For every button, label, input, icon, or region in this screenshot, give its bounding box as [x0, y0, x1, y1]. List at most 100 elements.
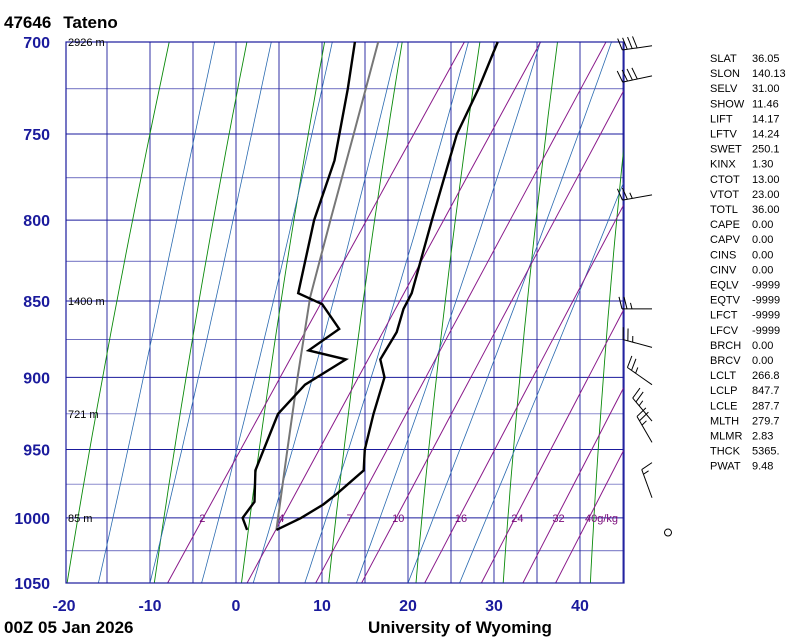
- wind-barb-flag: [616, 70, 624, 83]
- wind-barb-half: [643, 470, 649, 475]
- temperature-label: 0: [232, 598, 241, 615]
- temperature-label: -20: [52, 598, 75, 615]
- mixing-ratio-label: 40g/kg: [585, 513, 618, 525]
- wind-barb: [627, 367, 653, 386]
- wind-barb-flag: [623, 296, 628, 310]
- wind-barb-flag: [626, 68, 633, 81]
- mixing-ratio-line: [315, 42, 607, 583]
- pressure-label-1050: 1050: [14, 576, 50, 593]
- index-value: -9999: [752, 325, 780, 337]
- index-value: 14.17: [752, 113, 780, 125]
- index-key: CTOT: [710, 174, 740, 186]
- wind-barb-flag: [636, 407, 647, 417]
- wind-barb-flag: [617, 38, 623, 51]
- pressure-label-700: 700: [23, 35, 50, 52]
- index-key: LCLP: [710, 385, 738, 397]
- pressure-label-1000: 1000: [14, 511, 50, 528]
- index-key: CAPV: [710, 234, 741, 246]
- dry-adiabat-280: [328, 42, 403, 583]
- index-key: BRCH: [710, 340, 741, 352]
- index-key: PWAT: [710, 461, 741, 473]
- dry-adiabat-290: [415, 42, 481, 583]
- moist-adiabat: [201, 42, 333, 583]
- index-value: 5365.: [752, 446, 780, 458]
- index-value: 9.48: [752, 461, 773, 473]
- wind-barb-flag: [626, 355, 633, 368]
- wind-barb-half: [635, 367, 639, 374]
- index-key: LIFT: [710, 113, 733, 125]
- wind-barb-half: [641, 420, 647, 426]
- mixing-ratio-line: [167, 42, 465, 583]
- index-value: -9999: [752, 295, 780, 307]
- index-key: CAPE: [710, 219, 740, 231]
- index-value: 0.00: [752, 219, 773, 231]
- index-value: -9999: [752, 310, 780, 322]
- dewpoint-profile: [241, 41, 357, 531]
- station-id: 47646: [4, 13, 51, 32]
- wind-barb-flag: [641, 462, 653, 470]
- temperature-profile: [275, 41, 499, 531]
- index-key: SELV: [710, 83, 738, 95]
- index-value: 11.46: [752, 98, 779, 110]
- index-value: 14.24: [752, 129, 780, 141]
- index-value: 36.05: [752, 53, 780, 65]
- index-value: 31.00: [752, 83, 780, 95]
- wind-barb-flag: [622, 37, 628, 50]
- index-key: LFCV: [710, 325, 739, 337]
- index-value: 0.00: [752, 249, 773, 261]
- mixing-ratio-label: 2: [199, 513, 205, 525]
- index-value: 279.7: [752, 415, 780, 427]
- wind-barb-flag: [618, 296, 623, 310]
- dry-adiabat-300: [502, 42, 558, 583]
- station-name: Tateno: [63, 13, 117, 32]
- index-key: BRCV: [710, 355, 741, 367]
- plot-area: [66, 42, 624, 583]
- mixing-ratio-line: [555, 448, 624, 583]
- index-key: MLMR: [710, 431, 742, 443]
- index-key: SLAT: [710, 53, 737, 65]
- station-title: 47646 Tateno: [4, 13, 118, 32]
- wind-barbs: [616, 36, 672, 537]
- stability-indices: SLAT 36.05 SLON 140.13 SELV 31.00 SHOW 11.46 LIF…: [710, 53, 786, 473]
- axis-labels: 2 4 7 10 16 24 32 40g/kg70075080085090095010001…: [14, 35, 618, 615]
- wind-barb-flag: [631, 358, 637, 371]
- mixing-ratio-label: 16: [455, 513, 467, 525]
- index-value: 0.00: [752, 234, 773, 246]
- dry-adiabat-250: [66, 42, 170, 583]
- parcel-path: [275, 41, 380, 531]
- moist-adiabat: [149, 42, 272, 583]
- temperature-label: 20: [399, 598, 417, 615]
- index-key: SLON: [710, 68, 740, 80]
- wind-barb-flag: [621, 69, 628, 82]
- wind-barb-flag: [627, 36, 633, 49]
- index-key: EQTV: [710, 295, 741, 307]
- wind-barb-flag: [639, 411, 649, 422]
- moist-adiabat: [459, 180, 624, 583]
- mixing-ratio-label: 24: [511, 513, 523, 525]
- calm-wind: [664, 528, 672, 537]
- index-value: 847.7: [752, 385, 780, 397]
- index-value: 36.00: [752, 204, 780, 216]
- wind-barb-flag: [632, 36, 638, 49]
- sounding-profiles: [241, 41, 499, 531]
- mixing-ratio-label: 10: [392, 513, 404, 525]
- index-value: -9999: [752, 280, 780, 292]
- index-value: 250.1: [752, 144, 780, 156]
- height-label: 2926 m: [68, 37, 105, 49]
- moist-adiabat: [98, 42, 216, 583]
- mixing-ratio-label: 4: [278, 513, 284, 525]
- index-key: TOTL: [710, 204, 738, 216]
- temperature-label: -10: [138, 598, 161, 615]
- plot-frame: [65, 41, 625, 584]
- pressure-label-900: 900: [23, 370, 50, 387]
- index-key: VTOT: [710, 189, 739, 201]
- index-value: 266.8: [752, 370, 780, 382]
- wind-barb: [641, 469, 653, 498]
- pressure-label-950: 950: [23, 442, 50, 459]
- wind-barb-flag: [621, 187, 628, 200]
- moist-adiabat: [356, 42, 541, 583]
- wind-barb-half: [638, 400, 644, 407]
- mixing-ratio-label: 7: [347, 513, 353, 525]
- index-key: LFCT: [710, 310, 738, 322]
